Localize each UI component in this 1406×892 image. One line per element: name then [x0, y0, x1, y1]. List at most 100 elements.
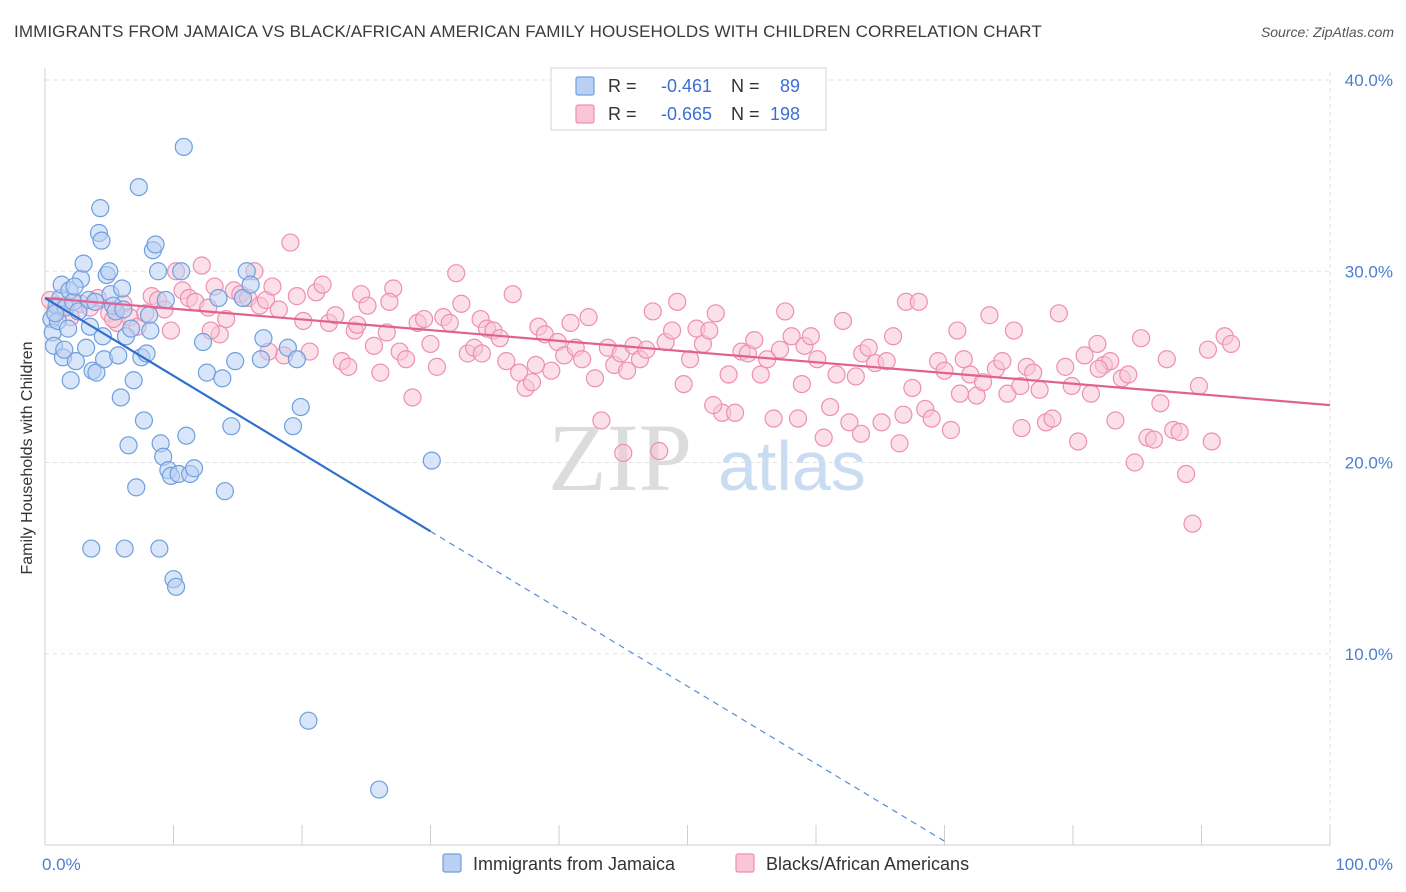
- jamaica-point: [134, 411, 154, 430]
- jamaica-point: [87, 363, 106, 382]
- jamaica-point: [119, 436, 138, 455]
- black-african-american-point: [840, 413, 859, 432]
- stats-r-value: -0.461: [661, 76, 712, 96]
- black-african-american-point: [700, 321, 719, 340]
- black-african-american-point: [650, 441, 669, 461]
- black-african-american-point: [973, 373, 993, 392]
- black-african-american-point: [1198, 340, 1218, 359]
- jamaica-point: [166, 577, 186, 596]
- black-african-american-point: [751, 365, 770, 384]
- black-african-american-point: [497, 352, 516, 371]
- black-african-american-point: [490, 329, 509, 348]
- black-african-american-point: [706, 304, 725, 323]
- jamaica-point: [184, 459, 204, 478]
- black-african-american-point: [1151, 394, 1170, 413]
- jamaica-point: [91, 199, 110, 218]
- black-african-american-point: [510, 363, 529, 382]
- black-african-american-point: [950, 384, 970, 403]
- stats-legend: R = -0.461 N = 89 R = -0.665 N = 198: [550, 67, 827, 131]
- black-african-american-point: [281, 233, 300, 252]
- black-african-american-point: [503, 285, 522, 304]
- jamaica-point: [299, 711, 318, 730]
- black-african-american-point: [161, 321, 181, 340]
- black-african-american-point: [618, 361, 637, 380]
- jamaica-point: [174, 137, 193, 157]
- black-african-american-point: [1176, 464, 1196, 484]
- black-african-american-point: [192, 256, 211, 275]
- jamaica-point: [115, 539, 134, 558]
- black-african-american-point: [770, 340, 790, 359]
- black-african-american-point: [1030, 380, 1049, 399]
- black-african-american-point: [821, 397, 840, 417]
- jamaica-point: [100, 262, 119, 281]
- x-tick-label: 100.0%: [1335, 855, 1393, 874]
- black-african-american-point: [326, 306, 345, 325]
- black-african-american-point: [827, 365, 846, 384]
- black-african-american-point: [954, 350, 973, 369]
- black-african-american-point: [440, 313, 459, 332]
- black-african-american-point: [745, 331, 764, 350]
- black-african-american-point: [725, 403, 745, 422]
- watermark: ZIP atlas: [548, 404, 866, 511]
- black-african-american-point: [859, 338, 878, 357]
- stats-legend-swatch: [575, 104, 595, 124]
- black-african-american-point: [403, 388, 422, 407]
- black-african-american-point: [903, 378, 922, 398]
- black-african-american-point: [380, 292, 399, 311]
- stats-r-value: -0.665: [661, 104, 712, 124]
- stats-n-label: N =: [731, 76, 760, 96]
- jamaica-point: [139, 306, 159, 325]
- black-african-american-point: [922, 409, 941, 428]
- stats-legend-swatch: [575, 76, 595, 96]
- black-african-american-point: [801, 327, 820, 346]
- black-african-american-point: [614, 443, 633, 463]
- black-african-american-point: [1106, 411, 1125, 430]
- trend-lines: [44, 296, 1331, 842]
- black-african-american-point: [313, 275, 332, 294]
- jamaica-point: [109, 346, 128, 365]
- black-african-american-point: [585, 369, 605, 388]
- stats-legend-box: [550, 67, 827, 131]
- jamaica-point: [129, 178, 148, 197]
- tick-labels: 10.0% 20.0% 30.0% 40.0% 0.0% 100.0%: [42, 71, 1393, 874]
- black-african-american-point: [1119, 365, 1138, 384]
- jamaica-point: [61, 371, 80, 390]
- jamaica-point: [59, 319, 78, 338]
- black-african-american-point: [217, 309, 236, 329]
- black-african-american-point: [1221, 334, 1241, 354]
- black-african-american-point: [1088, 334, 1107, 354]
- black-african-american-point: [452, 294, 471, 313]
- black-african-american-point: [833, 311, 853, 331]
- jamaica-point: [146, 235, 165, 254]
- y-tick-label: 30.0%: [1345, 262, 1393, 281]
- black-african-american-point: [890, 434, 909, 453]
- black-african-american-point: [704, 396, 723, 415]
- jamaica-point: [82, 539, 101, 558]
- series-legend-swatch: [735, 853, 755, 873]
- black-african-american-point: [263, 277, 282, 296]
- black-african-american-point: [1157, 350, 1176, 369]
- stats-r-label: R =: [608, 76, 637, 96]
- jamaica-point: [291, 397, 310, 417]
- jamaica-point: [422, 451, 441, 470]
- black-african-american-point: [421, 334, 440, 354]
- black-african-american-point: [396, 350, 416, 369]
- black-african-american-point: [1011, 376, 1030, 396]
- black-african-american-point: [414, 309, 434, 329]
- series-legend-swatch: [442, 853, 462, 873]
- black-african-american-point: [1202, 432, 1221, 451]
- black-african-american-point: [808, 350, 827, 369]
- jamaica-point: [55, 340, 74, 359]
- black-african-american-point: [814, 428, 833, 447]
- black-african-american-point: [579, 308, 598, 327]
- jamaica-point: [74, 254, 93, 273]
- black-african-american-point: [522, 373, 542, 392]
- black-african-american-point: [894, 405, 913, 424]
- axes: [44, 68, 1331, 846]
- black-african-american-point: [851, 424, 871, 443]
- y-tick-label: 20.0%: [1345, 454, 1393, 473]
- black-african-american-point: [1132, 329, 1151, 348]
- jamaica-point: [112, 279, 132, 298]
- jamaica-trend-extension: [430, 530, 945, 842]
- black-african-american-point: [371, 363, 390, 382]
